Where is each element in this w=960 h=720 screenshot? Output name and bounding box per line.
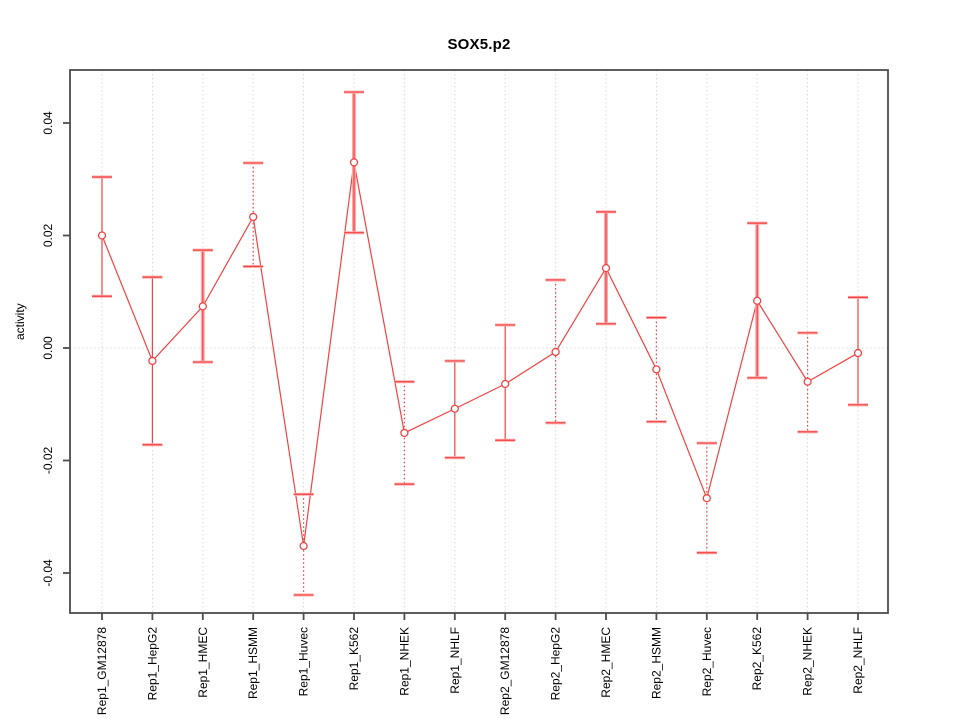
x-tick-label: Rep2_GM12878 — [498, 627, 512, 715]
data-point-marker — [198, 302, 207, 311]
y-tick-label: 0.00 — [41, 336, 55, 360]
x-tick-label: Rep1_HMEC — [196, 627, 210, 698]
data-point-marker — [753, 296, 762, 305]
data-point-marker — [450, 404, 459, 413]
data-point-marker — [652, 365, 661, 374]
x-tick-label: Rep2_HepG2 — [549, 627, 563, 701]
chart-title: SOX5.p2 — [447, 36, 511, 53]
data-point-marker — [803, 377, 812, 386]
data-point-marker — [148, 356, 157, 366]
y-tick-label: -0.02 — [41, 447, 55, 475]
data-point-marker — [349, 158, 359, 167]
y-tick-label: 0.02 — [41, 223, 55, 247]
data-point-marker — [501, 379, 510, 389]
data-point-marker — [400, 428, 409, 438]
series-line — [101, 162, 859, 547]
y-tick-label: 0.04 — [41, 111, 55, 135]
data-point-marker — [299, 541, 308, 551]
data-point-marker — [551, 347, 560, 357]
x-tick-label: Rep1_NHLF — [448, 627, 462, 694]
x-tick-label: Rep2_NHEK — [801, 627, 815, 696]
plot-frame — [69, 69, 889, 614]
x-tick-label: Rep2_K562 — [750, 627, 764, 691]
x-tick-label: Rep1_NHEK — [397, 627, 411, 696]
x-tick-label: Rep1_K562 — [347, 627, 361, 691]
x-tick-label: Rep2_Huvec — [700, 627, 714, 696]
x-tick-label: Rep2_HSMM — [649, 627, 663, 699]
x-tick-label: Rep1_HepG2 — [145, 627, 159, 701]
data-point-marker — [853, 348, 863, 358]
x-tick-label: Rep2_HMEC — [599, 627, 613, 698]
x-tick-label: Rep1_GM12878 — [95, 627, 109, 715]
data-point-marker — [97, 231, 107, 240]
x-tick-label: Rep2_NHLF — [851, 627, 865, 694]
y-tick-label: -0.04 — [41, 559, 55, 587]
x-tick-label: Rep1_Huvec — [297, 627, 311, 696]
x-tick-label: Rep1_HSMM — [246, 627, 260, 699]
data-point-marker — [249, 212, 258, 222]
data-point-marker — [601, 263, 611, 273]
data-point-marker — [702, 494, 711, 503]
